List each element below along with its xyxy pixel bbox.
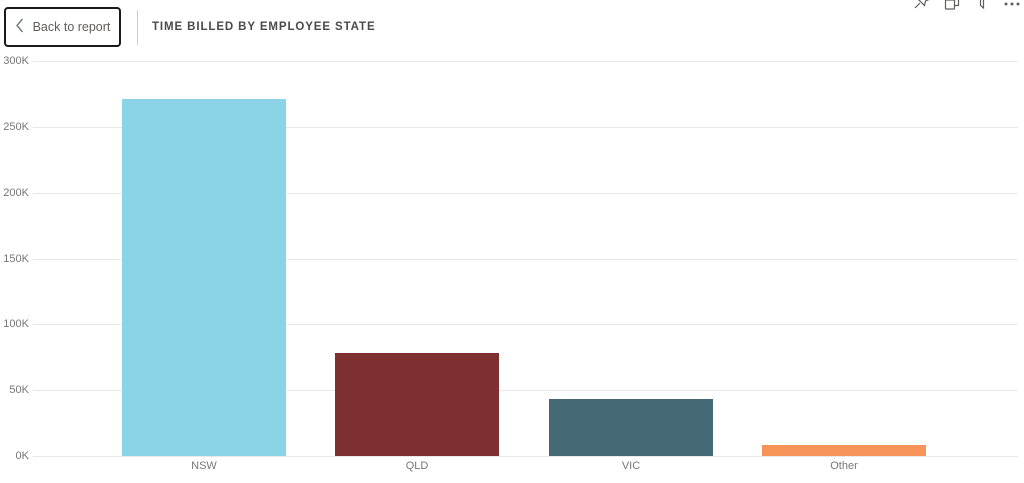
x-axis-tick-label: NSW [191, 460, 217, 472]
gridline-0K [33, 456, 1018, 457]
y-axis-tick-label: 300K [3, 55, 29, 67]
header-toolbar [913, 0, 1021, 10]
header-divider [137, 10, 138, 45]
more-options-icon[interactable] [1003, 0, 1021, 10]
gridline-50K [33, 390, 1018, 391]
gridline-300K [33, 61, 1018, 62]
x-axis-tick-label: Other [830, 460, 858, 472]
bar-QLD[interactable] [335, 353, 499, 456]
bar-VIC[interactable] [549, 399, 713, 456]
y-axis-tick-label: 100K [3, 318, 29, 330]
back-to-report-label: Back to report [32, 20, 111, 34]
y-axis-tick-label: 0K [15, 450, 29, 462]
y-axis-tick-label: 50K [9, 384, 29, 396]
y-axis-tick-label: 200K [3, 187, 29, 199]
gridline-200K [33, 193, 1018, 194]
bar-NSW[interactable] [122, 99, 286, 456]
x-axis-tick-label: QLD [405, 460, 429, 472]
filter-icon[interactable] [973, 0, 991, 10]
copy-icon[interactable] [943, 0, 961, 10]
chevron-left-icon [15, 18, 24, 36]
page-title: TIME BILLED BY EMPLOYEE STATE [152, 21, 376, 33]
bar-Other[interactable] [762, 445, 926, 456]
back-to-report-button[interactable]: Back to report [4, 7, 121, 47]
y-axis-tick-label: 150K [3, 253, 29, 265]
y-axis-tick-label: 250K [3, 121, 29, 133]
gridline-150K [33, 259, 1018, 260]
gridline-250K [33, 127, 1018, 128]
pin-icon[interactable] [913, 0, 931, 10]
x-axis-tick-label: VIC [621, 460, 641, 472]
gridline-100K [33, 324, 1018, 325]
